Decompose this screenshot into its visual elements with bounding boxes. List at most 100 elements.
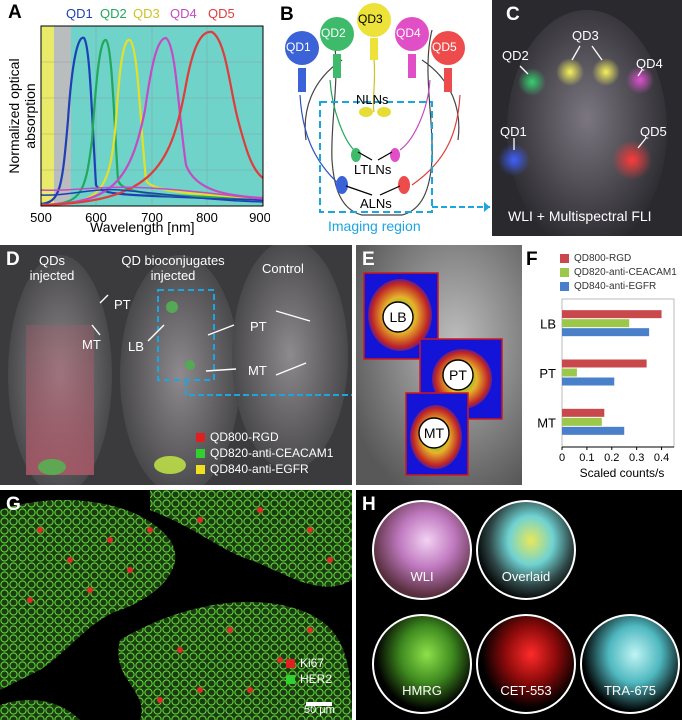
qd1-sphere [285,31,319,65]
cat-label-pt: PT [539,366,556,381]
qd5-sphere [431,31,465,65]
scale-label: 50 μm [304,704,335,716]
panel-c: C QD3 QD2 QD4 QD1 QD5 WLI + Multispectra… [492,0,682,236]
h-wli-circle: WLI [372,500,472,600]
d-group1-label: QDs injected [29,253,75,283]
cat-label-mt: MT [537,415,556,430]
qd1-curve [40,36,264,206]
d-mt-left: MT [82,337,101,352]
xtick-900: 900 [249,210,270,225]
legend-swatch-red [196,432,205,442]
qd5-label: QD5 [208,6,235,21]
h-wli-label: WLI [410,569,434,584]
xtick-label-3: 0.3 [629,452,644,464]
panel-f: F QD800-RGD QD820-anti-CEACAM1 QD840-ant… [524,245,682,485]
ltlns-label: LTLNs [354,162,392,177]
e-lb-label: LB [389,309,406,325]
yellow-band [41,26,54,206]
panel-b: B [272,0,490,240]
c-caption: WLI + Multispectral FLI [508,208,652,224]
panel-label-c: C [506,4,520,25]
g-legend: Ki67 HER2 [286,656,332,688]
xtick-label-0: 0 [559,452,565,464]
qd2-sphere [320,17,354,51]
mice-image [8,245,352,485]
xtick-800: 800 [196,210,218,225]
gray-band [54,26,71,206]
panel-g: G Ki67 HER2 50 μm [0,490,352,720]
qd5-curve [40,30,264,207]
bar-mt-0 [562,408,605,417]
c-qd4-label: QD4 [636,56,663,71]
panel-label-a: A [8,2,22,23]
h-cet-label: CET-553 [500,683,552,698]
f-legend: QD800-RGD QD820-anti-CEACAM1 QD840-anti-… [560,251,677,293]
panel-d: D QDs injected QD bioconjugates injected… [0,245,352,485]
qd2-label: QD2 [100,6,127,21]
qd1-label: QD1 [66,6,93,21]
bar-pt-0 [562,359,647,368]
panel-label-e: E [362,249,375,270]
c-qd5-label: QD5 [640,124,667,139]
her2-swatch [286,674,295,684]
e-mt-label: MT [424,425,445,441]
absorption-spectra-chart: 500 600 700 800 900 [30,25,271,225]
c-qd2-label: QD2 [502,48,529,63]
bar-pt-1 [562,368,577,377]
panel-label-f: F [526,249,538,270]
b-qd1-label: QD1 [286,40,311,54]
b-qd3-label: QD3 [358,12,383,26]
cat-label-lb: LB [540,317,556,332]
xtick-label-2: 0.2 [604,452,619,464]
c-qd3-label: QD3 [572,28,599,43]
x-axis-label: Wavelength [nm] [90,219,195,235]
bar-lb-2 [562,328,650,337]
panel-a: A 500 600 700 800 900 Wavelength [n [0,0,271,240]
qd3-sphere [357,3,391,37]
qd3-label: QD3 [133,6,160,21]
h-overlaid-circle: Overlaid [476,500,576,600]
e-pt-label: PT [449,367,467,383]
c-qd1-label: QD1 [500,124,527,139]
b-qd5-label: QD5 [432,40,457,54]
imaging-region-box [319,101,433,213]
legend-swatch-yellow [196,464,205,474]
panel-label-b: B [280,4,294,25]
d-legend-3: QD840-anti-EGFR [210,462,309,476]
h-overlaid-label: Overlaid [501,569,551,584]
pt-marker [442,359,474,391]
d-legend-2: QD820-anti-CEACAM1 [210,446,334,460]
bar-lb-0 [562,310,662,319]
d-mt-mid: MT [248,363,267,378]
f-xlabel: Scaled counts/s [580,466,665,480]
bar-mt-1 [562,417,602,426]
panel-label-h: H [362,494,376,515]
xtick-600: 600 [85,210,107,225]
mouse-fli-image [498,10,667,236]
b-qd2-label: QD2 [321,26,346,40]
f-legend-3: QD840-anti-EGFR [574,280,657,292]
imaging-region-label: Imaging region [328,218,421,234]
panel-h: H WLI Overlaid HMRG CET-553 TRA-675 [356,490,682,720]
lb-marker [382,301,414,333]
h-cet-circle: CET-553 [476,614,576,714]
h-hmrg-circle: HMRG [372,614,472,714]
bar-pt-2 [562,377,615,386]
bar-mt-2 [562,426,625,435]
alns-label: ALNs [360,196,392,211]
tissue-image [0,490,352,720]
mt-marker [418,417,450,449]
d-legend: QD800-RGD QD820-anti-CEACAM1 QD840-anti-… [196,430,333,478]
d-pt-mid: PT [250,319,267,334]
xtick-label-1: 0.1 [579,452,594,464]
g-legend-1: Ki67 [300,656,325,670]
b-qd4-label: QD4 [396,26,421,40]
f-legend-1: QD800-RGD [574,252,632,264]
panel-e: LB PT MT E [356,245,522,485]
xtick-500: 500 [30,210,52,225]
g-legend-2: HER2 [300,672,333,686]
h-hmrg-label: HMRG [402,683,442,698]
qd4-label: QD4 [170,6,197,21]
d-pt-left: PT [114,297,131,312]
h-tra-circle: TRA-675 [580,614,680,714]
